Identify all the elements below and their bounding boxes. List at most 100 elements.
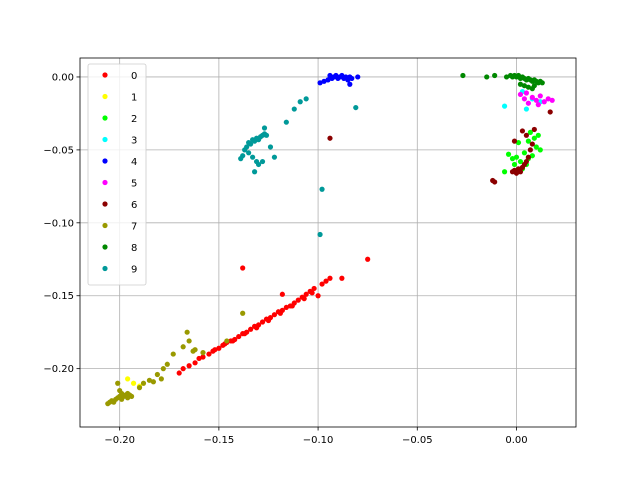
data-point <box>501 103 508 109</box>
legend-label: 2 <box>131 114 137 125</box>
data-point <box>525 154 531 160</box>
y-tick-label: −0.05 <box>43 145 74 156</box>
data-point <box>277 310 283 316</box>
legend-label: 0 <box>131 71 137 82</box>
data-point <box>549 97 555 103</box>
data-point <box>353 104 359 111</box>
y-tick-label: 0.00 <box>52 72 74 83</box>
data-point <box>517 169 524 175</box>
legend-box <box>87 63 147 286</box>
data-point <box>545 96 551 102</box>
data-point <box>523 90 530 96</box>
data-point <box>365 256 371 262</box>
data-point <box>212 347 218 353</box>
data-point <box>492 179 498 185</box>
data-point <box>289 303 295 309</box>
data-point <box>244 144 250 150</box>
data-point <box>136 385 143 391</box>
data-point <box>511 161 518 168</box>
y-tick-label: −0.15 <box>43 291 74 302</box>
data-point <box>160 366 166 372</box>
data-point <box>501 169 508 175</box>
legend-marker <box>102 158 108 164</box>
data-point <box>527 129 533 135</box>
data-point <box>192 347 198 353</box>
data-point <box>125 395 131 401</box>
data-point <box>248 326 254 332</box>
data-point <box>158 376 164 382</box>
data-points <box>105 72 555 407</box>
data-point <box>327 275 333 281</box>
data-point <box>539 80 545 86</box>
data-point <box>355 74 361 80</box>
data-point <box>523 106 530 112</box>
data-point <box>164 361 170 367</box>
data-point <box>150 379 157 385</box>
data-point <box>537 93 543 99</box>
data-point <box>525 84 531 90</box>
series-4 <box>317 72 361 87</box>
data-point <box>230 338 236 344</box>
x-tick-label: 0.00 <box>505 435 527 446</box>
legend-label: 3 <box>131 136 137 147</box>
data-point <box>537 147 543 153</box>
data-point <box>517 81 524 87</box>
data-point <box>176 370 182 376</box>
series-9 <box>238 96 359 238</box>
data-point <box>283 304 289 311</box>
x-axis-ticks: −0.20 −0.15 −0.10 −0.05 0.00 <box>104 427 528 446</box>
data-point <box>541 99 547 105</box>
legend-label: 5 <box>131 179 137 190</box>
data-point <box>309 290 315 296</box>
data-point <box>267 144 274 150</box>
data-point <box>301 296 307 302</box>
legend-marker <box>102 72 108 78</box>
data-point <box>505 151 512 157</box>
data-point <box>525 138 531 144</box>
x-tick-label: −0.05 <box>402 435 433 446</box>
data-point <box>503 74 510 80</box>
data-point <box>325 77 331 83</box>
data-point <box>251 169 258 175</box>
legend-marker <box>102 115 108 121</box>
data-point <box>246 150 252 156</box>
data-point <box>216 345 222 351</box>
data-point <box>253 325 260 331</box>
data-point <box>130 380 137 386</box>
x-tick-label: −0.15 <box>204 435 235 446</box>
data-point <box>511 138 518 144</box>
series-6 <box>327 109 553 185</box>
data-point <box>531 83 537 89</box>
data-point <box>517 91 524 98</box>
data-point <box>242 331 248 337</box>
legend-marker <box>102 222 108 229</box>
data-point <box>236 333 242 340</box>
data-point <box>192 360 198 366</box>
data-point <box>259 319 266 325</box>
series-5 <box>517 90 555 108</box>
data-point <box>525 100 531 106</box>
data-point <box>339 275 345 281</box>
data-point <box>271 154 278 160</box>
data-point <box>513 154 520 160</box>
y-axis-ticks: 0.00 −0.05 −0.10 −0.15 −0.20 <box>43 72 80 375</box>
data-point <box>224 338 230 344</box>
data-point <box>347 81 353 87</box>
data-point <box>533 97 539 103</box>
data-point <box>531 135 537 141</box>
data-point <box>529 141 535 147</box>
data-point <box>128 393 135 399</box>
data-point <box>529 94 535 100</box>
data-point <box>250 154 256 160</box>
legend-marker <box>102 201 108 207</box>
data-point <box>259 158 266 165</box>
data-point <box>295 297 301 303</box>
data-point <box>186 338 192 344</box>
data-point <box>238 156 244 162</box>
x-tick-label: −0.10 <box>303 435 334 446</box>
y-tick-label: −0.20 <box>43 364 74 375</box>
data-point <box>119 390 125 397</box>
series-0 <box>176 256 371 376</box>
data-point <box>206 351 212 357</box>
